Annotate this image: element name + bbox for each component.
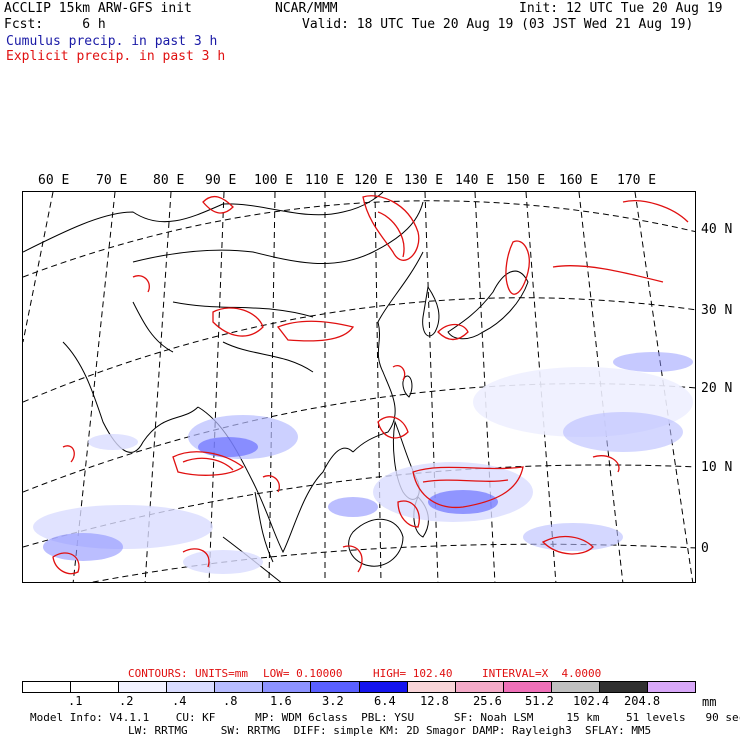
lon-label: 160 E — [559, 173, 599, 188]
legend-tick: .1 — [68, 694, 83, 708]
title-org: NCAR/MMM — [275, 1, 338, 16]
contours-high: HIGH= 102.40 — [373, 667, 453, 680]
legend-swatch — [407, 682, 456, 692]
legend-swatch — [648, 682, 696, 692]
legend-tick: 25.6 — [473, 694, 502, 708]
legend-swatch — [263, 682, 312, 692]
physics-info: LW: RRTMG SW: RRTMG DIFF: simple KM: 2D … — [128, 724, 652, 737]
legend-swatch — [551, 682, 600, 692]
contours-units: UNITS=mm — [195, 667, 248, 680]
legend-tick: 1.6 — [270, 694, 292, 708]
legend-swatch — [455, 682, 504, 692]
explicit-precip — [52, 195, 689, 575]
lat-label: 0 — [701, 541, 709, 556]
legend-unit: mm — [702, 695, 717, 709]
lon-label: 60 E — [38, 173, 70, 188]
lon-label: 150 E — [506, 173, 546, 188]
lat-label: 40 N — [701, 222, 733, 237]
legend-tick: .2 — [119, 694, 134, 708]
legend-tick: 3.2 — [322, 694, 344, 708]
valid-time: Valid: 18 UTC Tue 20 Aug 19 (03 JST Wed … — [302, 17, 694, 32]
legend-tick: 51.2 — [525, 694, 554, 708]
legend-tick: 204.8 — [624, 694, 661, 708]
legend-tick: 12.8 — [420, 694, 449, 708]
legend-tick: .4 — [172, 694, 187, 708]
legend-tick: 102.4 — [573, 694, 610, 708]
init-time: Init: 12 UTC Tue 20 Aug 19 — [519, 1, 723, 16]
legend-swatch — [215, 682, 264, 692]
lon-label: 120 E — [354, 173, 394, 188]
lon-label: 100 E — [254, 173, 294, 188]
map-canvas — [23, 192, 695, 582]
lon-label: 110 E — [305, 173, 345, 188]
lon-label: 170 E — [617, 173, 657, 188]
legend-swatch — [503, 682, 552, 692]
lat-label: 20 N — [701, 381, 733, 396]
legend-tick: .8 — [223, 694, 238, 708]
cumulus-precip-label: Cumulus precip. in past 3 h — [6, 34, 218, 49]
lon-label: 140 E — [455, 173, 495, 188]
lon-label: 90 E — [205, 173, 237, 188]
title-run: ACCLIP 15km ARW-GFS init — [4, 1, 192, 16]
legend-swatch — [311, 682, 360, 692]
legend-swatch — [23, 682, 72, 692]
legend-swatch — [119, 682, 168, 692]
contours-label: CONTOURS: — [128, 667, 188, 680]
graticule-lon — [23, 192, 694, 582]
explicit-precip-label: Explicit precip. in past 3 h — [6, 49, 226, 64]
precip-legend-bar — [22, 681, 696, 693]
lat-label: 10 N — [701, 460, 733, 475]
legend-swatch — [599, 682, 649, 692]
lon-label: 80 E — [153, 173, 185, 188]
legend-swatch — [167, 682, 216, 692]
legend-tick: 6.4 — [374, 694, 396, 708]
legend-swatch — [71, 682, 120, 692]
contours-low: LOW= 0.10000 — [263, 667, 343, 680]
lon-label: 70 E — [96, 173, 128, 188]
legend-swatch — [359, 682, 408, 692]
forecast-hour: Fcst: 6 h — [4, 17, 106, 32]
lat-label: 30 N — [701, 303, 733, 318]
cumulus-precip — [33, 352, 693, 574]
contours-interval: INTERVAL=X 4.0000 — [482, 667, 602, 680]
precip-map — [22, 191, 696, 583]
model-info: Model Info: V4.1.1 CU: KF MP: WDM 6class… — [30, 711, 740, 724]
lon-label: 130 E — [404, 173, 444, 188]
